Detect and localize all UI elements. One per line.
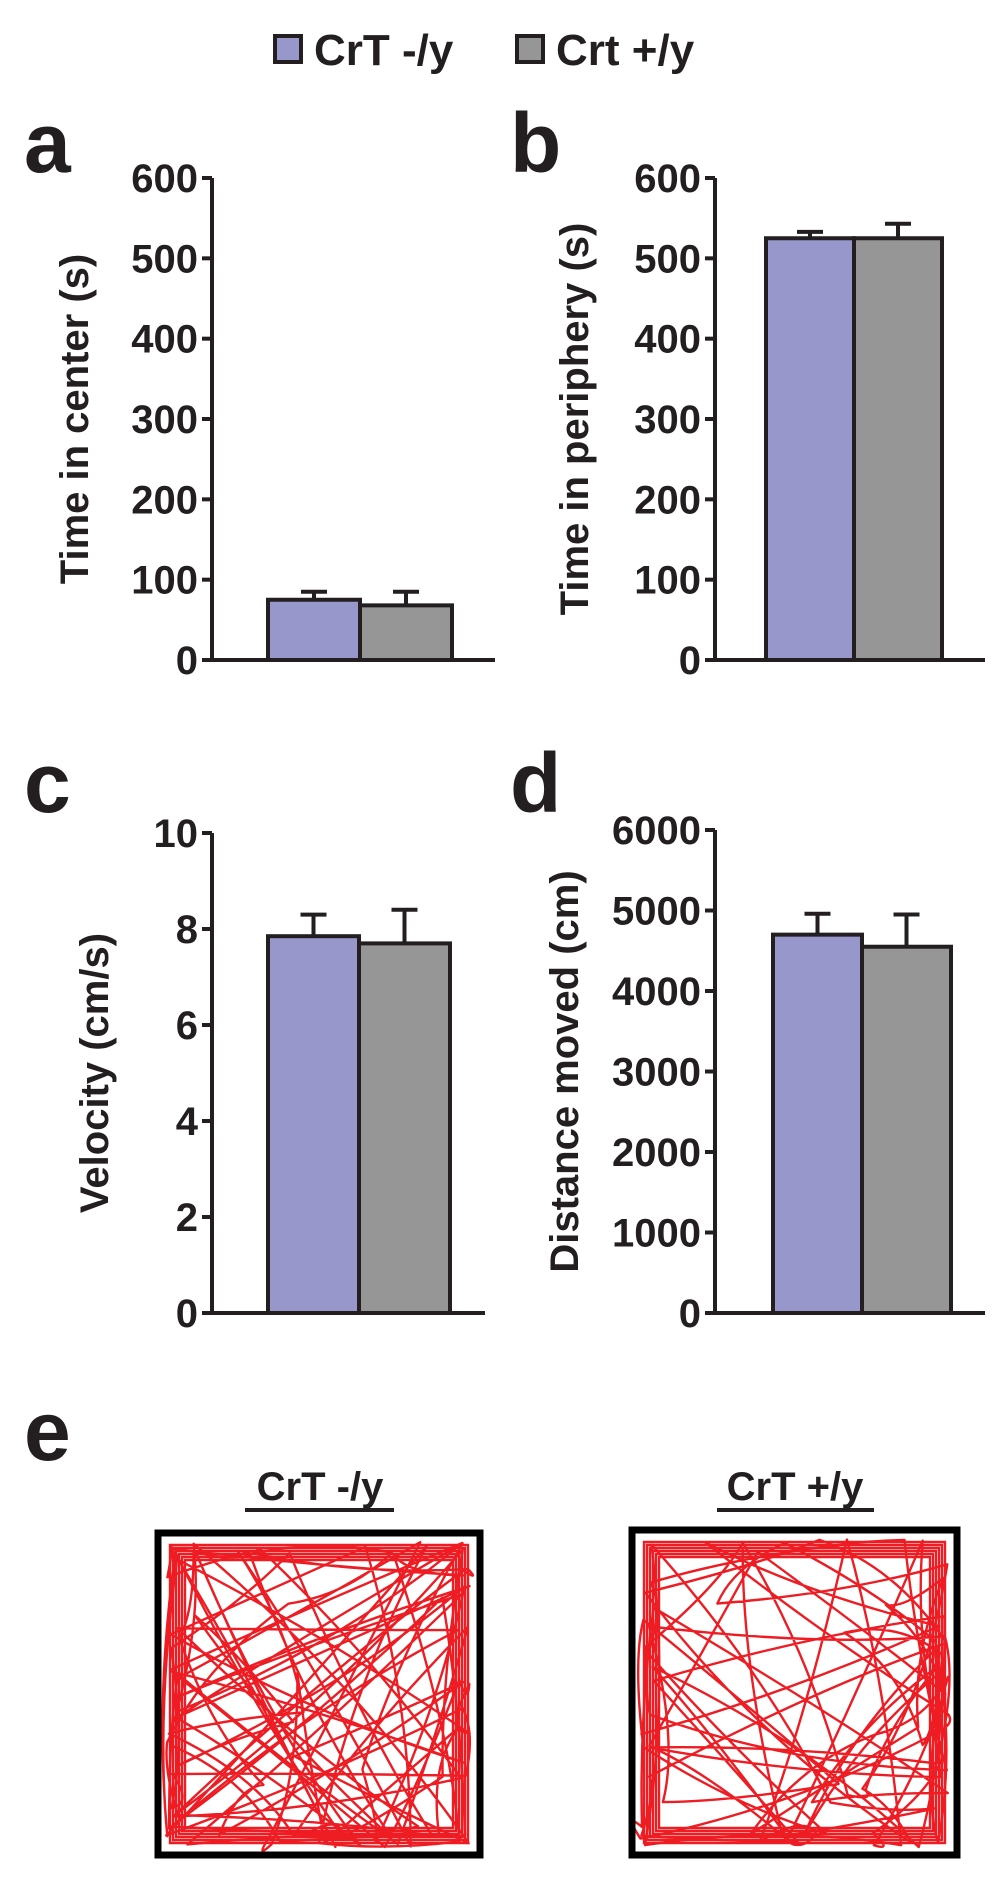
y-tick-label: 500 bbox=[131, 237, 198, 281]
legend-label-crt-ko: CrT -/y bbox=[314, 26, 454, 75]
bar bbox=[358, 603, 454, 663]
y-tick-label: 10 bbox=[154, 812, 199, 856]
track-title-ko: CrT -/y bbox=[257, 1465, 384, 1509]
y-tick-label: 6 bbox=[176, 1004, 198, 1048]
y-tick-label: 100 bbox=[131, 559, 198, 603]
bar bbox=[764, 236, 856, 662]
track-path-wt bbox=[631, 1538, 952, 1849]
arena-border-ko bbox=[154, 1529, 484, 1859]
track-line bbox=[161, 1541, 475, 1852]
y-tick-label: 6000 bbox=[612, 809, 701, 853]
bar bbox=[771, 932, 864, 1316]
y-tick-label: 3000 bbox=[612, 1051, 701, 1095]
y-tick-label: 5000 bbox=[612, 890, 701, 934]
y-tick-label: 400 bbox=[634, 318, 701, 362]
chart-panel-a: 0 100 200 300 400 500 600 Time in center (s) bbox=[53, 157, 495, 683]
track-line bbox=[631, 1538, 952, 1849]
panel-letter-a: a bbox=[24, 96, 72, 190]
track-perimeter bbox=[642, 1540, 947, 1845]
legend-label-crt-wt: Crt +/y bbox=[556, 26, 695, 75]
y-tick-label: 300 bbox=[131, 398, 198, 442]
y-tick-label: 600 bbox=[634, 157, 701, 201]
y-tick-label: 0 bbox=[679, 639, 701, 683]
y-tick-label: 500 bbox=[634, 237, 701, 281]
track-perimeter bbox=[168, 1543, 470, 1845]
y-tick-label: 0 bbox=[679, 1292, 701, 1336]
bar bbox=[266, 597, 362, 662]
chart-panel-c: 0 2 4 6 8 10 Velocity (cm/s) bbox=[73, 812, 485, 1336]
panel-letter-e: e bbox=[24, 1384, 71, 1478]
y-tick-label: 2 bbox=[176, 1196, 198, 1240]
panel-letter-c: c bbox=[24, 736, 71, 830]
y-tick-label: 8 bbox=[176, 908, 198, 952]
bar bbox=[266, 934, 361, 1315]
y-axis-title: Time in center (s) bbox=[53, 254, 97, 584]
bar bbox=[860, 944, 953, 1315]
y-tick-label: 200 bbox=[131, 478, 198, 522]
y-tick-label: 200 bbox=[634, 478, 701, 522]
chart-panel-b: 0 100 200 300 400 500 600 Time in periphery (s) bbox=[553, 157, 985, 683]
y-tick-label: 400 bbox=[131, 318, 198, 362]
bar bbox=[357, 941, 452, 1316]
chart-panel-d: 0 1000 2000 3000 4000 5000 6000 Distance moved … bbox=[543, 809, 985, 1336]
track-path-ko bbox=[161, 1541, 475, 1852]
y-tick-label: 600 bbox=[131, 157, 198, 201]
y-tick-label: 100 bbox=[634, 559, 701, 603]
y-tick-label: 0 bbox=[176, 639, 198, 683]
y-tick-label: 2000 bbox=[612, 1131, 701, 1175]
bar bbox=[852, 236, 944, 662]
y-tick-label: 4 bbox=[176, 1100, 199, 1144]
y-tick-label: 1000 bbox=[612, 1212, 701, 1256]
y-axis-title: Velocity (cm/s) bbox=[73, 933, 117, 1213]
y-tick-label: 0 bbox=[176, 1292, 198, 1336]
y-tick-label: 300 bbox=[634, 398, 701, 442]
track-panel-ko: CrT -/y bbox=[154, 1465, 484, 1859]
y-axis-title: Distance moved (cm) bbox=[543, 870, 587, 1272]
legend-swatch-crt-wt bbox=[515, 34, 545, 64]
panel-letter-b: b bbox=[510, 96, 561, 190]
panel-letter-d: d bbox=[510, 736, 561, 830]
arena-border-wt bbox=[628, 1526, 961, 1859]
y-axis-title: Time in periphery (s) bbox=[553, 223, 597, 616]
y-tick-label: 4000 bbox=[612, 970, 701, 1014]
track-panel-wt: CrT +/y bbox=[628, 1465, 961, 1859]
track-title-wt: CrT +/y bbox=[727, 1465, 864, 1509]
legend: CrT -/y Crt +/y bbox=[273, 26, 695, 75]
legend-swatch-crt-ko bbox=[273, 34, 303, 64]
